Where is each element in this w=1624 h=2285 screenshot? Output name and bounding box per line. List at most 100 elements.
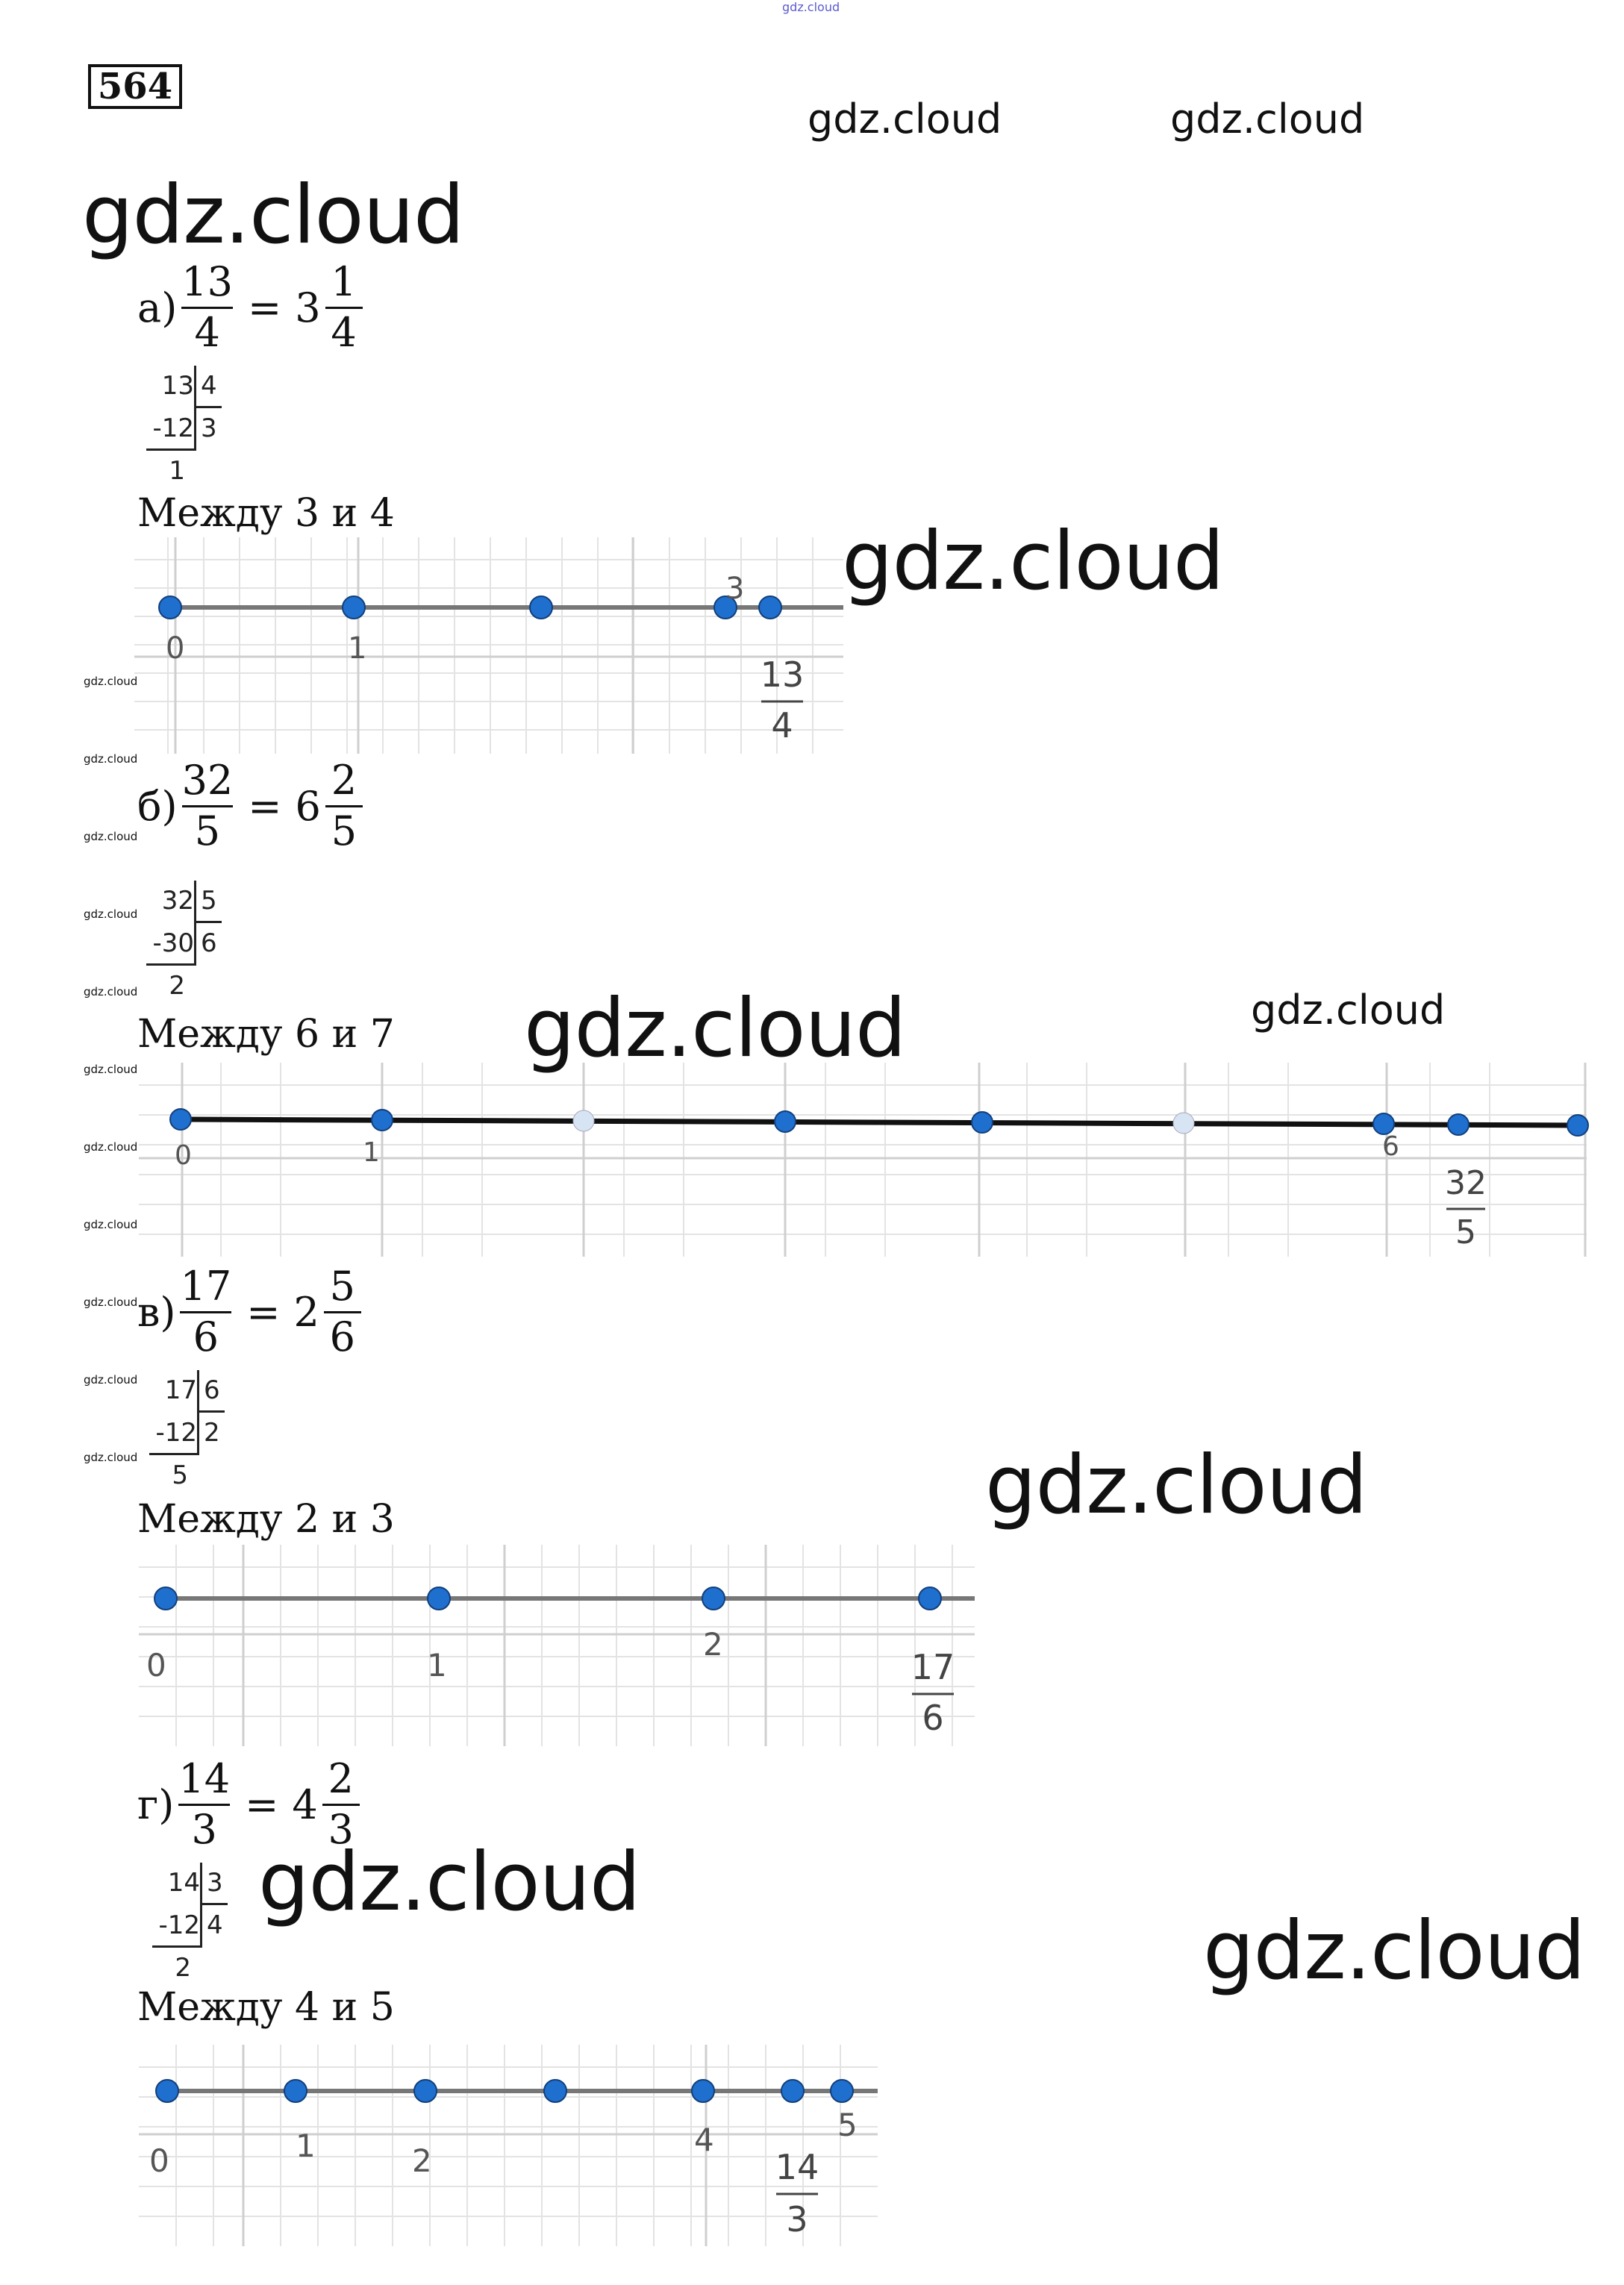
point <box>154 1587 178 1610</box>
point <box>158 596 182 619</box>
remainder: 1 <box>169 456 185 486</box>
divisor: 5 <box>194 881 222 923</box>
number-line-d: 0 1 2 4 5 14 3 <box>139 2045 878 2246</box>
point <box>413 2079 437 2103</box>
fraction-numerator: 32 <box>1445 1164 1487 1202</box>
point <box>169 1108 192 1131</box>
watermark-small: gdz.cloud <box>84 907 138 921</box>
watermark-small: gdz.cloud <box>84 752 138 766</box>
part-letter: г) <box>137 1781 175 1828</box>
fraction-denominator: 3 <box>786 2199 808 2239</box>
remainder: 2 <box>169 971 185 1001</box>
part-letter: б) <box>137 782 178 830</box>
numerator: 2 <box>331 757 357 804</box>
point <box>342 596 366 619</box>
point <box>284 2079 307 2103</box>
equals-sign: = <box>246 1288 281 1336</box>
proper-fraction: 2 3 <box>322 1755 360 1853</box>
point-fraction <box>1447 1113 1470 1136</box>
denominator: 4 <box>331 308 357 356</box>
long-division-b: 32 5 -30 6 2 <box>146 881 222 1006</box>
fraction-numerator: 17 <box>911 1647 955 1687</box>
point <box>774 1110 796 1133</box>
denominator: 4 <box>194 308 220 356</box>
subtrahend: -30 <box>146 923 194 966</box>
remainder: 2 <box>175 1953 191 1983</box>
long-division-a: 13 4 -12 3 1 <box>146 366 222 491</box>
point <box>702 1587 725 1610</box>
numerator: 17 <box>180 1263 232 1310</box>
whole-part: 4 <box>292 1781 318 1828</box>
watermark: gdz.cloud <box>985 1439 1368 1532</box>
fraction-bar <box>180 1310 232 1313</box>
watermark-small: gdz.cloud <box>84 985 138 998</box>
number-line-b: 0 1 6 32 5 <box>139 1063 1589 1257</box>
subtrahend: -12 <box>152 1905 200 1948</box>
tick-label: 2 <box>703 1626 723 1663</box>
part-letter: в) <box>137 1288 176 1336</box>
numerator: 1 <box>331 258 357 305</box>
proper-fraction: 1 4 <box>325 258 363 356</box>
tick-label: 1 <box>363 1137 380 1168</box>
fraction-bar <box>323 1310 361 1313</box>
fraction-numerator: 13 <box>761 654 805 695</box>
point <box>1372 1113 1395 1135</box>
denominator: 5 <box>194 807 221 854</box>
improper-fraction: 32 5 <box>181 757 234 854</box>
point <box>691 2079 715 2103</box>
proper-fraction: 2 5 <box>325 757 363 852</box>
numerator: 32 <box>181 757 234 804</box>
fraction-bar <box>181 804 234 807</box>
dividend: 32 <box>161 886 194 916</box>
tick-label: 6 <box>1382 1131 1399 1162</box>
point <box>529 596 553 619</box>
point-fraction <box>758 596 782 619</box>
point <box>427 1587 451 1610</box>
number-line-a: 0 1 3 13 4 <box>134 537 843 754</box>
watermark-small: gdz.cloud <box>84 675 138 688</box>
equation-c: в) 17 6 = 2 5 6 <box>137 1263 366 1360</box>
tick-label: 0 <box>149 2142 169 2179</box>
long-division-d: 14 3 -12 4 2 <box>152 1863 228 1988</box>
point <box>830 2079 854 2103</box>
subtrahend: -12 <box>149 1413 197 1455</box>
numerator: 14 <box>178 1755 231 1802</box>
watermark-top: gdz.cloud <box>782 0 840 14</box>
tick-label: 5 <box>837 2107 858 2143</box>
point <box>713 596 737 619</box>
denominator: 6 <box>329 1313 355 1360</box>
fraction-denominator: 5 <box>1455 1213 1476 1251</box>
dividend: 13 <box>161 371 194 401</box>
divisor: 3 <box>200 1863 228 1905</box>
numerator: 2 <box>328 1755 354 1802</box>
tick-label: 1 <box>427 1647 447 1684</box>
tick-label: 2 <box>412 2142 432 2179</box>
watermark-small: gdz.cloud <box>84 1218 138 1231</box>
denominator: 3 <box>191 1805 217 1853</box>
watermark-small: gdz.cloud <box>84 1451 138 1464</box>
watermark-small: gdz.cloud <box>84 1140 138 1154</box>
between-text-a: Между 3 и 4 <box>137 491 395 536</box>
subtrahend: -12 <box>146 408 194 451</box>
fraction-numerator: 14 <box>775 2147 819 2187</box>
watermark-small: gdz.cloud <box>84 830 138 843</box>
tick-label: 1 <box>296 2128 316 2164</box>
point-faded <box>1172 1112 1195 1134</box>
watermark-small: gdz.cloud <box>84 1373 138 1387</box>
improper-fraction: 14 3 <box>178 1755 231 1853</box>
tick-label: 4 <box>694 2122 714 2158</box>
divisor: 4 <box>194 366 222 408</box>
point <box>971 1111 993 1134</box>
point-fraction <box>781 2079 805 2103</box>
whole-part: 3 <box>295 284 321 331</box>
tick-label: 0 <box>166 631 184 666</box>
tick-label: 0 <box>146 1647 166 1684</box>
watermark-small: gdz.cloud <box>84 1063 138 1076</box>
point <box>543 2079 567 2103</box>
fraction-bar <box>325 306 363 309</box>
equation-a: а) 13 4 = 3 1 4 <box>137 258 367 356</box>
long-division-c: 17 6 -12 2 5 <box>149 1370 225 1495</box>
quotient: 4 <box>200 1905 228 1948</box>
denominator: 3 <box>328 1805 354 1853</box>
point <box>371 1109 393 1131</box>
